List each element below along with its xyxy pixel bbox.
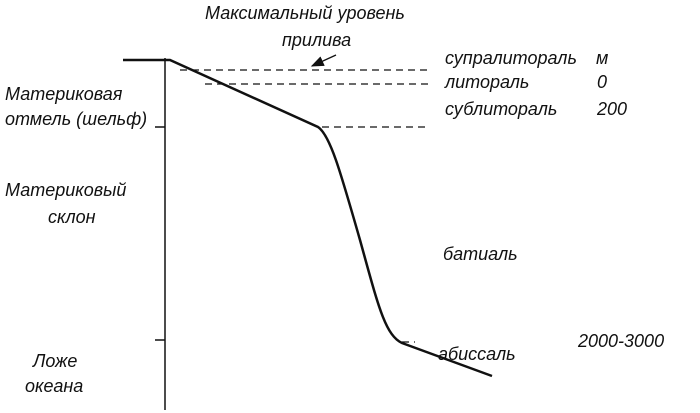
left-label: Ложе <box>32 351 77 371</box>
left-label: Материковый <box>5 180 126 200</box>
tide-arrow <box>310 54 337 67</box>
depth-label: 200 <box>596 99 627 119</box>
zone-label: батиаль <box>443 244 518 264</box>
left-label: Материковая <box>5 84 123 104</box>
zone-label: супралитораль <box>445 48 577 68</box>
depth-label: 2000-3000 <box>577 331 664 351</box>
seabed-profile <box>123 58 493 378</box>
title-line: прилива <box>282 30 351 50</box>
title-line: Максимальный уровень <box>205 3 405 23</box>
left-label: отмель (шельф) <box>5 109 147 129</box>
left-label: склон <box>48 207 96 227</box>
zone-label: литораль <box>444 72 529 92</box>
depth-unit: м <box>596 48 608 68</box>
depth-label: 0 <box>597 72 607 92</box>
left-label: океана <box>25 376 83 396</box>
zone-label: сублитораль <box>445 99 557 119</box>
zone-label: абиссаль <box>438 344 516 364</box>
